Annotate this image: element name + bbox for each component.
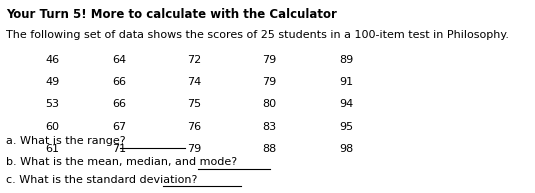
Text: b. What is the mean, median, and mode?: b. What is the mean, median, and mode?	[6, 157, 238, 167]
Text: The following set of data shows the scores of 25 students in a 100-item test in : The following set of data shows the scor…	[6, 30, 509, 40]
Text: 83: 83	[262, 122, 276, 132]
Text: 79: 79	[262, 77, 277, 87]
Text: 60: 60	[45, 122, 59, 132]
Text: 64: 64	[112, 55, 126, 65]
Text: 66: 66	[112, 77, 126, 87]
Text: 79: 79	[187, 144, 202, 154]
Text: 53: 53	[45, 99, 59, 109]
Text: c. What is the standard deviation?: c. What is the standard deviation?	[6, 175, 198, 185]
Text: 66: 66	[112, 99, 126, 109]
Text: 95: 95	[340, 122, 354, 132]
Text: 67: 67	[112, 122, 126, 132]
Text: 49: 49	[45, 77, 60, 87]
Text: 94: 94	[340, 99, 354, 109]
Text: 91: 91	[340, 77, 354, 87]
Text: Your Turn 5! More to calculate with the Calculator: Your Turn 5! More to calculate with the …	[6, 8, 337, 21]
Text: 61: 61	[45, 144, 59, 154]
Text: 79: 79	[262, 55, 277, 65]
Text: 76: 76	[187, 122, 201, 132]
Text: 89: 89	[340, 55, 354, 65]
Text: 80: 80	[262, 99, 276, 109]
Text: 74: 74	[187, 77, 202, 87]
Text: 72: 72	[187, 55, 202, 65]
Text: 71: 71	[112, 144, 126, 154]
Text: 98: 98	[340, 144, 354, 154]
Text: 75: 75	[187, 99, 201, 109]
Text: 88: 88	[262, 144, 277, 154]
Text: 46: 46	[45, 55, 59, 65]
Text: a. What is the range?: a. What is the range?	[6, 136, 126, 146]
